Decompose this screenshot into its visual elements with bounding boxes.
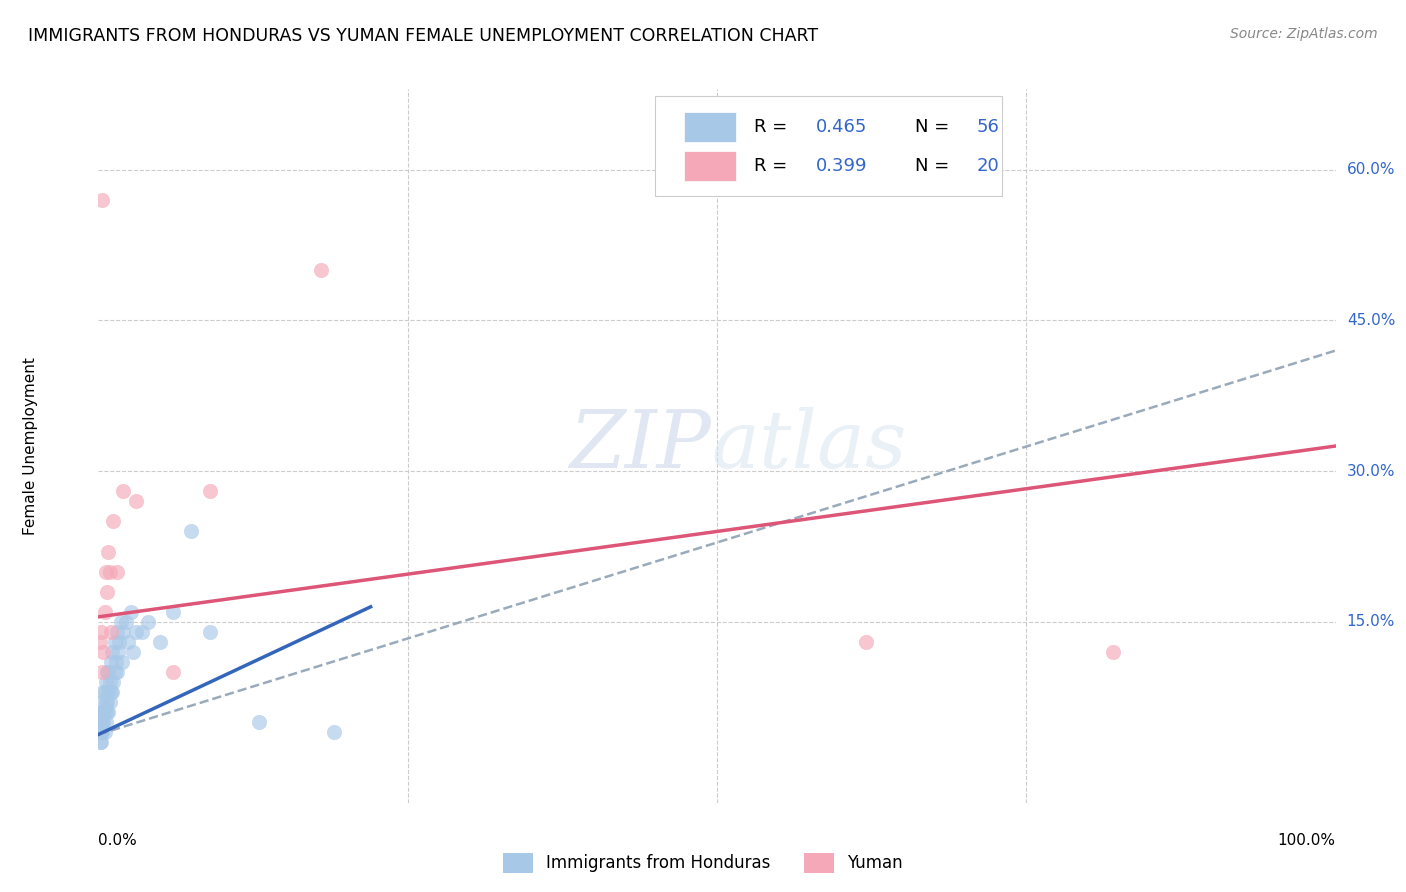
Point <box>131 624 153 639</box>
Point <box>97 685 120 699</box>
Point <box>89 725 111 739</box>
Text: 0.0%: 0.0% <box>98 833 138 848</box>
Point <box>120 605 142 619</box>
Point <box>101 645 124 659</box>
Point <box>108 635 131 649</box>
Point <box>112 624 135 639</box>
Point <box>96 665 118 680</box>
Point <box>97 706 120 720</box>
Point <box>93 715 115 730</box>
Point <box>198 484 221 499</box>
Text: 56: 56 <box>977 118 1000 136</box>
Point <box>94 675 117 690</box>
Point <box>91 665 114 680</box>
Point <box>136 615 159 629</box>
Text: ZIP: ZIP <box>569 408 711 484</box>
Point <box>322 725 344 739</box>
Text: 100.0%: 100.0% <box>1278 833 1336 848</box>
Text: 0.399: 0.399 <box>815 157 868 175</box>
Text: Source: ZipAtlas.com: Source: ZipAtlas.com <box>1230 27 1378 41</box>
Point <box>91 695 114 709</box>
Text: 60.0%: 60.0% <box>1347 162 1395 178</box>
Point <box>91 193 114 207</box>
Point <box>93 685 115 699</box>
Point <box>90 725 112 739</box>
Point <box>103 515 125 529</box>
Point <box>162 665 184 680</box>
Text: R =: R = <box>754 118 793 136</box>
Point <box>90 624 112 639</box>
Text: 0.465: 0.465 <box>815 118 868 136</box>
Legend: Immigrants from Honduras, Yuman: Immigrants from Honduras, Yuman <box>496 847 910 880</box>
Point <box>90 715 112 730</box>
Point <box>98 565 121 579</box>
FancyBboxPatch shape <box>683 151 735 180</box>
Text: IMMIGRANTS FROM HONDURAS VS YUMAN FEMALE UNEMPLOYMENT CORRELATION CHART: IMMIGRANTS FROM HONDURAS VS YUMAN FEMALE… <box>28 27 818 45</box>
Point <box>111 655 134 669</box>
Point <box>100 624 122 639</box>
Point <box>93 605 115 619</box>
Point <box>100 685 122 699</box>
Point <box>103 665 125 680</box>
Point <box>122 645 145 659</box>
Point <box>89 715 111 730</box>
Point <box>105 565 128 579</box>
FancyBboxPatch shape <box>683 112 735 142</box>
Point <box>247 715 270 730</box>
Point <box>100 655 122 669</box>
Point <box>93 706 115 720</box>
Point <box>97 544 120 558</box>
Point <box>117 635 139 649</box>
Point <box>162 605 184 619</box>
Point <box>180 524 202 539</box>
Point <box>96 584 118 599</box>
Point <box>103 635 125 649</box>
Point <box>101 685 124 699</box>
Point <box>93 706 115 720</box>
Point <box>96 706 118 720</box>
Point <box>855 635 877 649</box>
Point <box>94 565 117 579</box>
Point <box>105 665 128 680</box>
FancyBboxPatch shape <box>655 96 1001 196</box>
Point <box>114 615 136 629</box>
Point <box>104 655 127 669</box>
Point <box>90 706 112 720</box>
Text: 20: 20 <box>977 157 1000 175</box>
Text: N =: N = <box>915 118 955 136</box>
Text: atlas: atlas <box>711 408 907 484</box>
Point <box>110 615 132 629</box>
Text: 15.0%: 15.0% <box>1347 615 1395 630</box>
Text: Female Unemployment: Female Unemployment <box>22 357 38 535</box>
Point <box>103 675 125 690</box>
Point <box>96 695 118 709</box>
Point <box>112 484 135 499</box>
Point <box>98 675 121 690</box>
Point <box>105 624 128 639</box>
Text: 30.0%: 30.0% <box>1347 464 1395 479</box>
Point <box>93 725 115 739</box>
Point <box>124 494 146 508</box>
Text: R =: R = <box>754 157 793 175</box>
Text: 45.0%: 45.0% <box>1347 313 1395 328</box>
Point <box>107 645 129 659</box>
Point <box>93 645 115 659</box>
Point <box>91 715 114 730</box>
Point <box>89 635 111 649</box>
Point <box>94 695 117 709</box>
Point <box>309 263 332 277</box>
Point <box>149 635 172 649</box>
Text: N =: N = <box>915 157 955 175</box>
Point <box>90 735 112 749</box>
Point <box>91 706 114 720</box>
Point <box>124 624 146 639</box>
Point <box>89 735 111 749</box>
Point <box>198 624 221 639</box>
Point <box>1102 645 1125 659</box>
Point <box>98 695 121 709</box>
Point <box>93 685 115 699</box>
Point <box>91 725 114 739</box>
Point <box>94 715 117 730</box>
Point <box>97 665 120 680</box>
